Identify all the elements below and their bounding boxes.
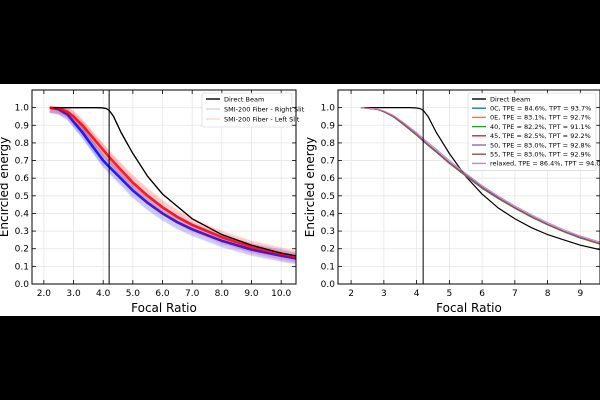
series-band-2-strand [49,109,296,261]
legend-entry: Direct Beam [490,95,530,103]
x-tick-label: 3.0 [66,289,81,299]
plot-frame [31,89,297,285]
legend-entry: 45, TPE = 82.5%, TPT = 92.2% [490,132,591,140]
series-band-1-strand [49,110,296,263]
series-line-1 [49,106,296,260]
series-line-7 [360,107,600,243]
series-band-2-strand [49,106,296,254]
y-axis-label: Encircled energy [303,137,317,237]
x-tick-label: 6.0 [155,289,170,299]
y-tick-label: 0.6 [321,174,336,184]
series-band-2-strand [49,106,296,253]
y-tick-label: 0.2 [15,245,29,255]
legend-entry: 0C, TPE = 84.6%, TPT = 93.7% [490,105,591,113]
legend: Direct Beam 0C, TPE = 84.6%, TPT = 93.7%0… [467,92,600,171]
series-band-2-strand [49,108,296,260]
y-tick-label: 0.3 [321,227,335,237]
y-tick-label: 0.4 [321,209,336,219]
x-tick-label: 4.0 [96,289,111,299]
y-axis-label: Encircled energy [0,137,11,237]
series-band-1-strand [49,111,296,265]
y-tick-label: 0.9 [15,121,30,131]
y-tick-label: 1.0 [321,104,336,114]
chart-panel-2: 2 3 4 5 6 7 8 9 0.0 0.1 0.2 0.3 0.4 0.5 0.6 0.7 0.8 0.9 1.… [303,89,600,315]
y-tick-label: 0.2 [321,245,335,255]
series-line-2 [49,106,296,258]
x-axis-label: Focal Ratio [436,301,502,315]
series-line-0 [360,107,600,251]
y-tick-label: 0.8 [321,139,336,149]
legend-entry: SMI-200 Fiber - Left Slit [224,115,300,123]
legend-entry: 40, TPE = 82.2%, TPT = 91.1% [490,123,591,131]
y-tick-label: 0.3 [15,227,29,237]
charts-svg: 2.0 3.0 4.0 5.0 6.0 7.0 8.0 9.0 10.0 0.0 0.1 0.2 0.3… [0,89,600,315]
legend-entry: 0E, TPE = 83.1%, TPT = 92.7% [490,114,591,122]
x-tick-label: 2.0 [37,289,52,299]
y-tick-label: 0.1 [321,262,335,272]
legend-entry: SMI-200 Fiber - Right Slit [224,105,305,113]
x-tick-label: 5.0 [126,289,141,299]
series-band-2-strand [49,110,296,262]
x-tick-label: 2 [348,289,354,299]
y-tick-label: 1.0 [15,104,30,114]
y-tick-label: 0.5 [15,192,29,202]
x-tick-label: 9.0 [244,289,259,299]
series-band-1-strand [49,110,296,264]
legend-box [201,92,293,128]
series-band-2-strand [49,111,296,263]
series-band-2-strand [49,106,296,252]
figure-canvas: 2.0 3.0 4.0 5.0 6.0 7.0 8.0 9.0 10.0 0.0 0.1 0.2 0.3… [0,84,600,316]
y-tick-label: 0.8 [15,139,30,149]
series-line-direct-beam-top [52,107,296,257]
x-tick-label: 8.0 [215,289,230,299]
plot-frame [337,89,600,285]
plot-area [49,106,296,265]
chart-panel-1: 2.0 3.0 4.0 5.0 6.0 7.0 8.0 9.0 10.0 0.0 0.1 0.2 0.3… [0,89,305,315]
plot-area [360,107,600,251]
y-tick-label: 0.9 [321,121,336,131]
x-tick-label: 5 [446,289,452,299]
series-line-6 [360,107,600,245]
legend-entry: 55, TPE = 83.0%, TPT = 92.9% [490,151,591,159]
x-tick-label: 4 [414,289,420,299]
y-tick-label: 0.7 [15,157,29,167]
y-tick-label: 0.1 [15,262,29,272]
x-tick-label: 10.0 [271,289,291,299]
x-tick-label: 8 [545,289,551,299]
y-tick-label: 0.0 [321,280,336,290]
y-tick-label: 0.7 [321,157,335,167]
y-tick-label: 0.0 [15,280,30,290]
y-tick-label: 0.4 [15,209,30,219]
legend-entry: Direct Beam [224,95,264,103]
x-tick-label: 9 [577,289,583,299]
legend-entry: relaxed, TPE = 86.4%, TPT = 94.0% [490,160,600,168]
x-tick-label: 6 [479,289,485,299]
series-band-1-strand [49,109,296,262]
legend: Direct Beam SMI-200 Fiber - Right Slit SMI… [201,92,305,128]
series-band-2-strand [49,110,296,262]
x-tick-label: 3 [381,289,387,299]
x-tick-label: 7 [512,289,518,299]
y-tick-label: 0.5 [321,192,335,202]
y-tick-label: 0.6 [15,174,30,184]
x-tick-label: 7.0 [185,289,200,299]
legend-box [467,92,597,171]
legend-entry: 50, TPE = 83.0%, TPT = 92.8% [490,141,591,149]
x-axis-label: Focal Ratio [131,301,197,315]
